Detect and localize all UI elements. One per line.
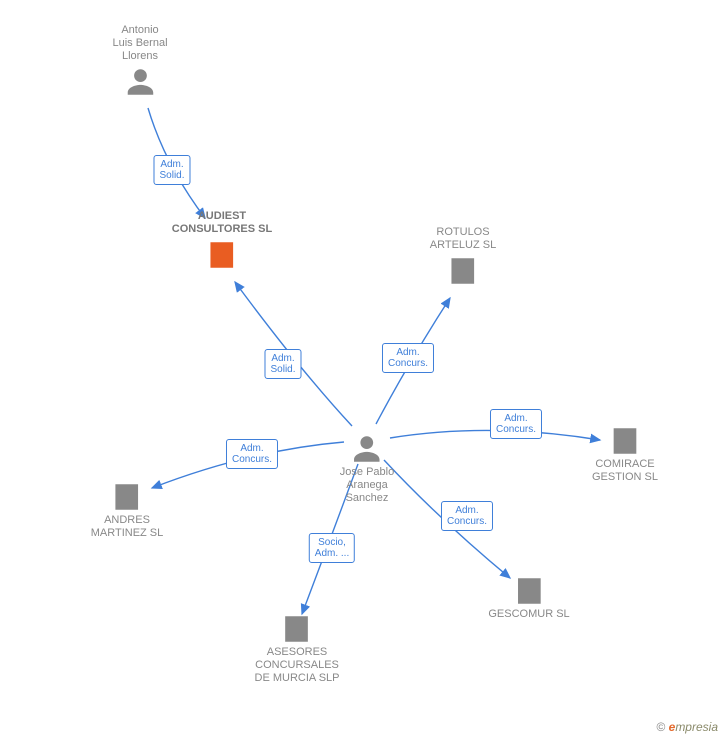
copyright-symbol: ©: [656, 720, 665, 734]
node-rotulos[interactable]: ROTULOS ARTELUZ SL: [430, 226, 496, 288]
node-label-gescomur: GESCOMUR SL: [488, 608, 569, 621]
person-icon-holder: [340, 432, 394, 466]
company-icon-holder: [592, 424, 658, 458]
company-icon-holder: [488, 574, 569, 608]
node-gescomur[interactable]: GESCOMUR SL: [488, 572, 569, 621]
company-icon-holder: [255, 612, 340, 646]
building-icon: [110, 480, 144, 514]
person-icon: [350, 432, 384, 466]
node-andres[interactable]: ANDRES MARTINEZ SL: [91, 478, 164, 540]
building-icon: [608, 424, 642, 458]
node-label-asesores: ASESORES CONCURSALES DE MURCIA SLP: [255, 646, 340, 685]
edge-label-jose-comirace: Adm. Concurs.: [490, 409, 542, 439]
edges-layer: [0, 0, 728, 740]
brand-rest: mpresia: [675, 720, 718, 734]
node-label-antonio: Antonio Luis Bernal Llorens: [112, 24, 167, 63]
node-jose[interactable]: Jose Pablo Aranega Sanchez: [340, 430, 394, 505]
building-icon: [205, 238, 239, 272]
building-icon: [280, 612, 314, 646]
person-icon: [123, 65, 157, 99]
edge-label-jose-asesores: Socio, Adm. ...: [309, 533, 355, 563]
building-icon: [512, 574, 546, 608]
node-label-andres: ANDRES MARTINEZ SL: [91, 514, 164, 540]
edge-label-jose-audiest: Adm. Solid.: [264, 349, 301, 379]
company-icon-holder: [91, 480, 164, 514]
node-label-audiest: AUDIEST CONSULTORES SL: [172, 210, 272, 236]
building-icon: [446, 254, 480, 288]
company-icon-holder: [430, 254, 496, 288]
watermark: © empresia: [656, 720, 718, 734]
node-comirace[interactable]: COMIRACE GESTION SL: [592, 422, 658, 484]
node-label-rotulos: ROTULOS ARTELUZ SL: [430, 226, 496, 252]
node-label-comirace: COMIRACE GESTION SL: [592, 458, 658, 484]
company-icon-holder: [172, 238, 272, 272]
edge-label-jose-gescomur: Adm. Concurs.: [441, 501, 493, 531]
node-antonio[interactable]: Antonio Luis Bernal Llorens: [112, 24, 167, 99]
node-label-jose: Jose Pablo Aranega Sanchez: [340, 466, 394, 505]
edge-label-antonio-audiest: Adm. Solid.: [153, 155, 190, 185]
node-audiest[interactable]: AUDIEST CONSULTORES SL: [172, 210, 272, 272]
network-diagram: { "canvas": { "width": 728, "height": 74…: [0, 0, 728, 740]
person-icon-holder: [112, 65, 167, 99]
edge-label-jose-andres: Adm. Concurs.: [226, 439, 278, 469]
edge-label-jose-rotulos: Adm. Concurs.: [382, 343, 434, 373]
node-asesores[interactable]: ASESORES CONCURSALES DE MURCIA SLP: [255, 610, 340, 685]
